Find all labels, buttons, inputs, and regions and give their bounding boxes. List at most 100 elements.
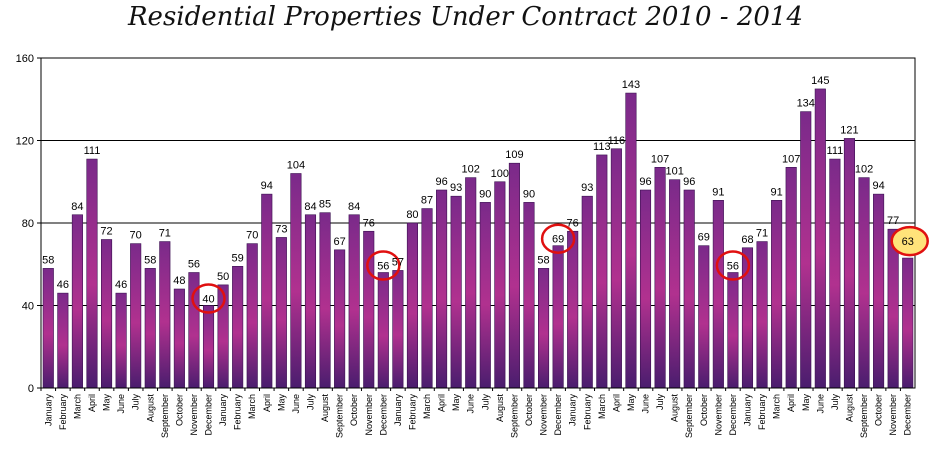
- data-label: 76: [567, 217, 579, 229]
- data-label: 68: [741, 234, 753, 246]
- bar: [639, 189, 652, 389]
- data-label: 56: [727, 261, 739, 273]
- data-label: 94: [872, 180, 884, 192]
- x-tick-label: October: [524, 394, 534, 426]
- data-label: 57: [392, 256, 404, 268]
- bar: [873, 193, 885, 389]
- data-label: 77: [887, 215, 899, 227]
- x-tick-label: July: [830, 394, 840, 411]
- data-label: 121: [840, 124, 858, 136]
- bar: [334, 249, 346, 389]
- data-label: 96: [435, 176, 447, 188]
- x-tick-label: July: [655, 394, 665, 411]
- bar: [71, 214, 83, 389]
- x-tick-label: September: [684, 394, 694, 438]
- bar: [57, 292, 69, 389]
- bar: [508, 162, 520, 389]
- data-label: 58: [537, 254, 549, 266]
- bar: [246, 243, 258, 389]
- x-tick-label: June: [291, 394, 301, 414]
- x-tick-label: May: [102, 394, 112, 412]
- bar: [319, 212, 331, 389]
- bar: [465, 177, 477, 389]
- data-label: 96: [639, 176, 651, 188]
- bar: [610, 148, 622, 389]
- x-tick-label: April: [437, 394, 447, 412]
- data-label: 73: [275, 223, 287, 235]
- y-tick-label: 160: [16, 53, 34, 65]
- bar: [552, 245, 564, 389]
- x-tick-label: February: [407, 394, 417, 431]
- bar: [159, 241, 171, 389]
- bar: [377, 272, 389, 389]
- data-label: 59: [232, 252, 244, 264]
- bar: [494, 181, 506, 389]
- data-label: 71: [756, 228, 768, 240]
- data-label: 84: [71, 201, 83, 213]
- bar: [625, 92, 637, 389]
- bar: [785, 167, 797, 389]
- x-tick-label: June: [466, 394, 476, 414]
- x-tick-label: July: [480, 394, 490, 411]
- x-tick-label: September: [859, 394, 869, 438]
- x-tick-label: December: [903, 394, 913, 436]
- x-tick-label: February: [58, 394, 68, 431]
- x-tick-label: October: [699, 394, 709, 426]
- data-label: 69: [698, 232, 710, 244]
- data-label: 143: [622, 79, 640, 91]
- bar: [115, 292, 127, 389]
- x-tick-label: April: [611, 394, 621, 412]
- x-tick-label: March: [72, 394, 82, 419]
- data-label: 100: [491, 168, 509, 180]
- x-tick-label: May: [626, 394, 636, 412]
- bar: [581, 195, 593, 389]
- data-label: 93: [581, 182, 593, 194]
- x-tick-label: March: [422, 394, 432, 419]
- data-label: 94: [261, 180, 273, 192]
- bar: [130, 243, 142, 389]
- data-label: 46: [115, 279, 127, 291]
- data-label: 70: [246, 230, 258, 242]
- data-label: 56: [188, 259, 200, 271]
- data-label: 113: [593, 141, 611, 153]
- bars: [42, 88, 914, 389]
- data-label: 69: [552, 234, 564, 246]
- gridlines: [41, 57, 915, 306]
- bar: [436, 189, 448, 389]
- y-tick-labels: 0 40 80 120 160: [16, 53, 41, 395]
- x-tick-label: December: [728, 394, 738, 436]
- x-tick-label: April: [262, 394, 272, 412]
- x-tick-label: March: [247, 394, 257, 419]
- x-tick-label: November: [888, 394, 898, 436]
- data-label: 72: [100, 226, 112, 238]
- x-tick-label: January: [218, 394, 228, 427]
- x-tick-label: September: [160, 394, 170, 438]
- data-label: 58: [42, 254, 54, 266]
- bar: [290, 173, 302, 389]
- bar: [654, 167, 666, 389]
- x-tick-label: October: [349, 394, 359, 426]
- data-label: 107: [782, 153, 800, 165]
- bar: [144, 268, 156, 389]
- data-label: 63: [902, 236, 914, 248]
- x-tick-label: April: [786, 394, 796, 412]
- data-label: 76: [363, 217, 375, 229]
- bar: [86, 158, 98, 389]
- data-label: 90: [479, 188, 491, 200]
- data-label: 145: [811, 75, 829, 87]
- y-tick-label: 80: [22, 218, 34, 230]
- data-label: 111: [84, 145, 101, 157]
- x-tick-label: February: [233, 394, 243, 431]
- bar: [304, 214, 317, 389]
- bar: [479, 202, 491, 389]
- x-tick-label: August: [844, 394, 854, 423]
- x-tick-label: May: [276, 394, 286, 412]
- bar: [727, 272, 739, 389]
- bar: [173, 288, 185, 389]
- bar: [829, 158, 841, 389]
- x-tick-label: February: [757, 394, 767, 431]
- x-tick-label: March: [597, 394, 607, 419]
- data-label: 104: [287, 160, 305, 172]
- x-tick-label: June: [641, 394, 651, 414]
- x-tick-label: July: [305, 394, 315, 411]
